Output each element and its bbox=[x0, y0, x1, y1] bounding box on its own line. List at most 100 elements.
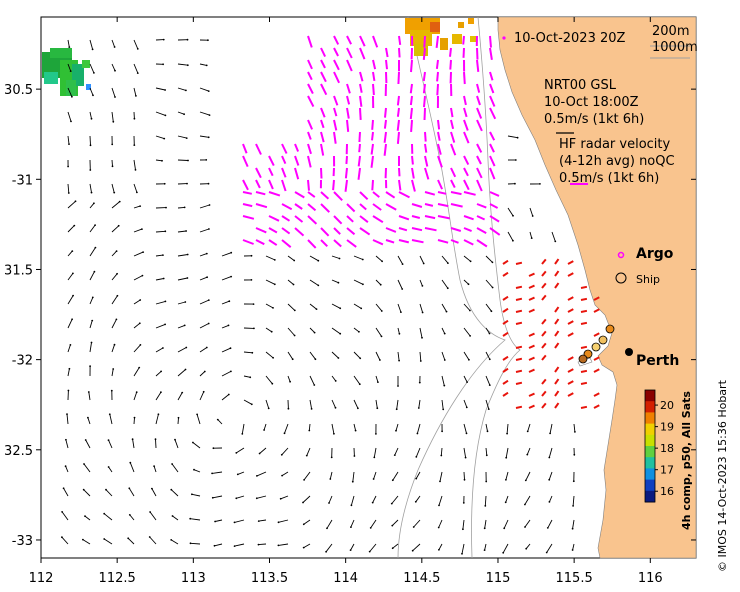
gsl-vector bbox=[485, 303, 492, 312]
gsl-vector bbox=[331, 327, 341, 335]
hf-vector bbox=[281, 143, 288, 154]
gsl-vector-head bbox=[235, 497, 238, 500]
gsl-vector bbox=[369, 543, 377, 552]
gsl-vector bbox=[546, 543, 553, 553]
gsl-vector bbox=[353, 423, 357, 431]
hf-vector bbox=[476, 143, 483, 153]
gsl-vector bbox=[265, 255, 275, 261]
hf-vector bbox=[515, 345, 523, 349]
gsl-vector-head bbox=[272, 356, 274, 359]
gsl-vector bbox=[177, 159, 189, 161]
gsl-vector bbox=[155, 230, 166, 233]
hf-vector bbox=[424, 155, 429, 167]
gsl-vector bbox=[419, 327, 423, 338]
hf-vector bbox=[580, 405, 588, 409]
gsl-vector-head bbox=[512, 239, 514, 242]
gsl-vector-head bbox=[490, 310, 493, 313]
hf-vector bbox=[567, 272, 574, 277]
colorbar-tick-label: 17 bbox=[660, 464, 674, 477]
gsl-vector-head bbox=[69, 344, 72, 346]
gsl-vector bbox=[463, 351, 470, 361]
hf-vector bbox=[580, 309, 588, 313]
hf-vector bbox=[268, 239, 278, 246]
x-tick-label: 115.5 bbox=[556, 571, 593, 586]
gsl-vector bbox=[441, 351, 446, 361]
gsl-vector bbox=[370, 519, 377, 529]
gsl-vector-head bbox=[391, 479, 394, 482]
gsl-vector bbox=[353, 279, 364, 285]
gsl-vector-head bbox=[287, 407, 290, 410]
gsl-vector-head bbox=[358, 330, 360, 333]
gsl-vector bbox=[572, 495, 575, 506]
gsl-vector-head bbox=[415, 477, 418, 480]
hf-vector bbox=[385, 47, 389, 58]
gsl-vector-head bbox=[105, 488, 107, 491]
gsl-vector bbox=[507, 135, 518, 139]
gsl-vector bbox=[265, 375, 273, 384]
gsl-vector bbox=[199, 135, 209, 138]
gsl-vector-head bbox=[114, 96, 116, 98]
hf-vector bbox=[409, 95, 413, 106]
gsl-vector-head bbox=[483, 549, 486, 551]
hf-vector bbox=[450, 167, 457, 178]
gsl-vector bbox=[65, 466, 69, 473]
hf-vector bbox=[476, 83, 481, 93]
gsl-vector-head bbox=[170, 539, 173, 541]
hf-vector bbox=[383, 143, 387, 156]
gsl-vector bbox=[463, 279, 469, 285]
hf-vector bbox=[359, 95, 363, 107]
gsl-vector-head bbox=[70, 120, 72, 123]
gsl-vector bbox=[89, 203, 95, 209]
gsl-vector-head bbox=[69, 70, 72, 72]
hf-vector bbox=[423, 95, 426, 108]
gsl-vector-head bbox=[128, 487, 131, 490]
gsl-vector-head bbox=[141, 228, 143, 231]
hf-vector bbox=[409, 107, 413, 120]
hf-vector bbox=[476, 227, 487, 234]
gsl-vector-head bbox=[186, 253, 189, 256]
hf-vector bbox=[307, 215, 318, 225]
gsl-vector bbox=[302, 495, 311, 503]
hf-vector bbox=[359, 47, 366, 60]
gsl-vector bbox=[155, 371, 162, 377]
gsl-vector-head bbox=[271, 382, 274, 385]
gsl-vector bbox=[111, 183, 115, 193]
gsl-vector-head bbox=[72, 294, 74, 297]
gsl-vector bbox=[416, 423, 421, 434]
gsl-vector-head bbox=[250, 254, 253, 257]
gsl-vector-head bbox=[114, 69, 116, 72]
hf-vector bbox=[268, 191, 281, 197]
gsl-vector bbox=[309, 327, 315, 333]
isobath-200-label: 200m bbox=[652, 24, 690, 39]
hf-vector bbox=[463, 215, 474, 221]
gsl-vector bbox=[463, 423, 467, 434]
gsl-vector bbox=[155, 414, 159, 425]
gsl-vector bbox=[109, 414, 113, 425]
gsl-vector-head bbox=[205, 252, 208, 255]
hf-vector bbox=[333, 47, 339, 57]
gsl-vector-head bbox=[189, 517, 192, 520]
hf-vector bbox=[359, 83, 363, 93]
gsl-vector-head bbox=[91, 48, 94, 51]
gsl-vector bbox=[547, 519, 553, 529]
hf-vector bbox=[320, 203, 330, 213]
gsl-vector bbox=[287, 375, 291, 382]
gsl-vector-head bbox=[202, 390, 205, 393]
gsl-vector-head bbox=[216, 418, 219, 421]
hf-vector bbox=[385, 203, 397, 211]
gsl-vector bbox=[66, 414, 69, 425]
hf-vector bbox=[554, 282, 560, 289]
gsl-vector bbox=[485, 447, 488, 456]
hf-vector bbox=[567, 308, 574, 313]
gsl-vector bbox=[419, 255, 425, 264]
gsl-vector bbox=[309, 255, 319, 262]
hf-vector bbox=[320, 47, 327, 58]
gsl-vector bbox=[67, 87, 73, 97]
gsl-vector-head bbox=[531, 215, 534, 217]
hf-vector bbox=[398, 167, 401, 177]
hf-vector bbox=[398, 47, 401, 58]
gsl-vector-head bbox=[333, 432, 335, 435]
hf-vector bbox=[593, 368, 600, 373]
hf-vector bbox=[255, 191, 266, 196]
hf-vector bbox=[541, 402, 547, 409]
